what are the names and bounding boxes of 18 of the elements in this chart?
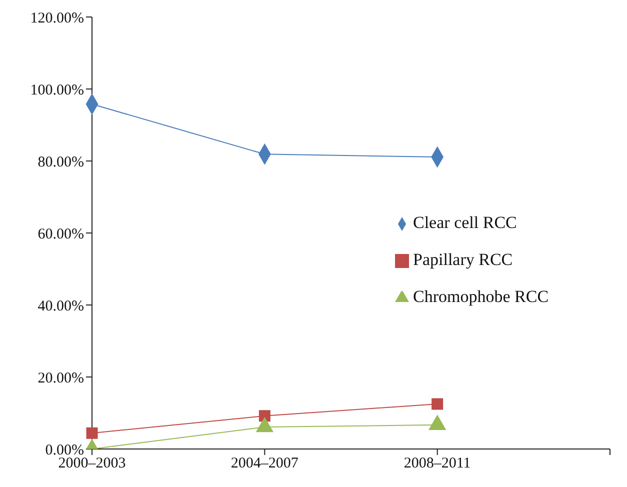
x-tick-label: 2008–2011 [404, 456, 471, 472]
y-tick-label: 60.00% [38, 226, 84, 242]
y-tick-label: 80.00% [38, 154, 84, 170]
y-tick-label: 40.00% [38, 298, 84, 314]
point [86, 427, 98, 439]
point [258, 410, 270, 422]
x-tick-label: 2004–2007 [230, 456, 299, 472]
y-tick-label: 120.00% [30, 10, 84, 26]
legend-label: Chromophobe RCC [413, 287, 549, 306]
point [256, 417, 274, 432]
point [428, 415, 446, 430]
y-tick-label: 100.00% [30, 82, 84, 98]
x-tick-label: 2000–2003 [58, 456, 126, 472]
y-tick-label: 20.00% [38, 370, 84, 386]
y-tick-label: 0.00% [45, 442, 84, 458]
legend-label: Clear cell RCC [413, 213, 517, 232]
legend-label: Papillary RCC [413, 250, 513, 269]
point [432, 398, 444, 410]
